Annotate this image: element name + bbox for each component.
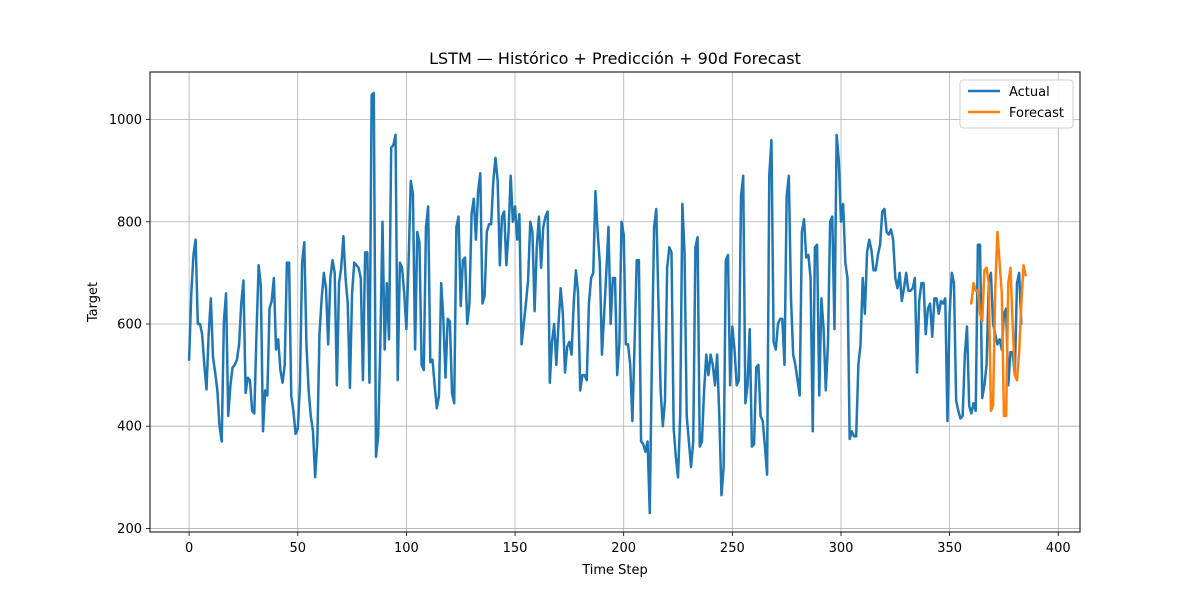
x-tick-label: 0 [185, 541, 193, 556]
series-line-actual [187, 91, 1023, 515]
legend: Actual Forecast [959, 79, 1074, 129]
plot-frame [149, 71, 1081, 533]
x-tick-label: 50 [289, 541, 306, 556]
x-tick-label: 200 [611, 541, 636, 556]
x-axis-label: Time Step [581, 563, 648, 578]
x-tick-label: 350 [937, 541, 962, 556]
legend-label-actual: Actual [1009, 85, 1050, 100]
y-tick-label: 800 [117, 215, 142, 230]
chart-title: LSTM — Histórico + Predicción + 90d Fore… [429, 49, 801, 68]
y-tick-label: 200 [117, 522, 142, 537]
x-tick-label: 300 [829, 541, 854, 556]
y-axis-ticks: 200 400 600 800 1000 [109, 113, 150, 537]
legend-label-forecast: Forecast [1009, 106, 1064, 121]
x-tick-label: 400 [1046, 541, 1071, 556]
x-tick-label: 150 [503, 541, 528, 556]
x-tick-label: 100 [394, 541, 419, 556]
y-axis-label: Target [86, 282, 101, 323]
series-layer [187, 91, 1027, 515]
y-tick-label: 400 [117, 420, 142, 435]
x-tick-label: 250 [720, 541, 745, 556]
y-tick-label: 1000 [109, 113, 142, 128]
series-line-forecast [970, 230, 1027, 418]
y-tick-label: 600 [117, 317, 142, 332]
x-axis-ticks: 0 50 100 150 200 250 300 350 400 [185, 532, 1071, 556]
